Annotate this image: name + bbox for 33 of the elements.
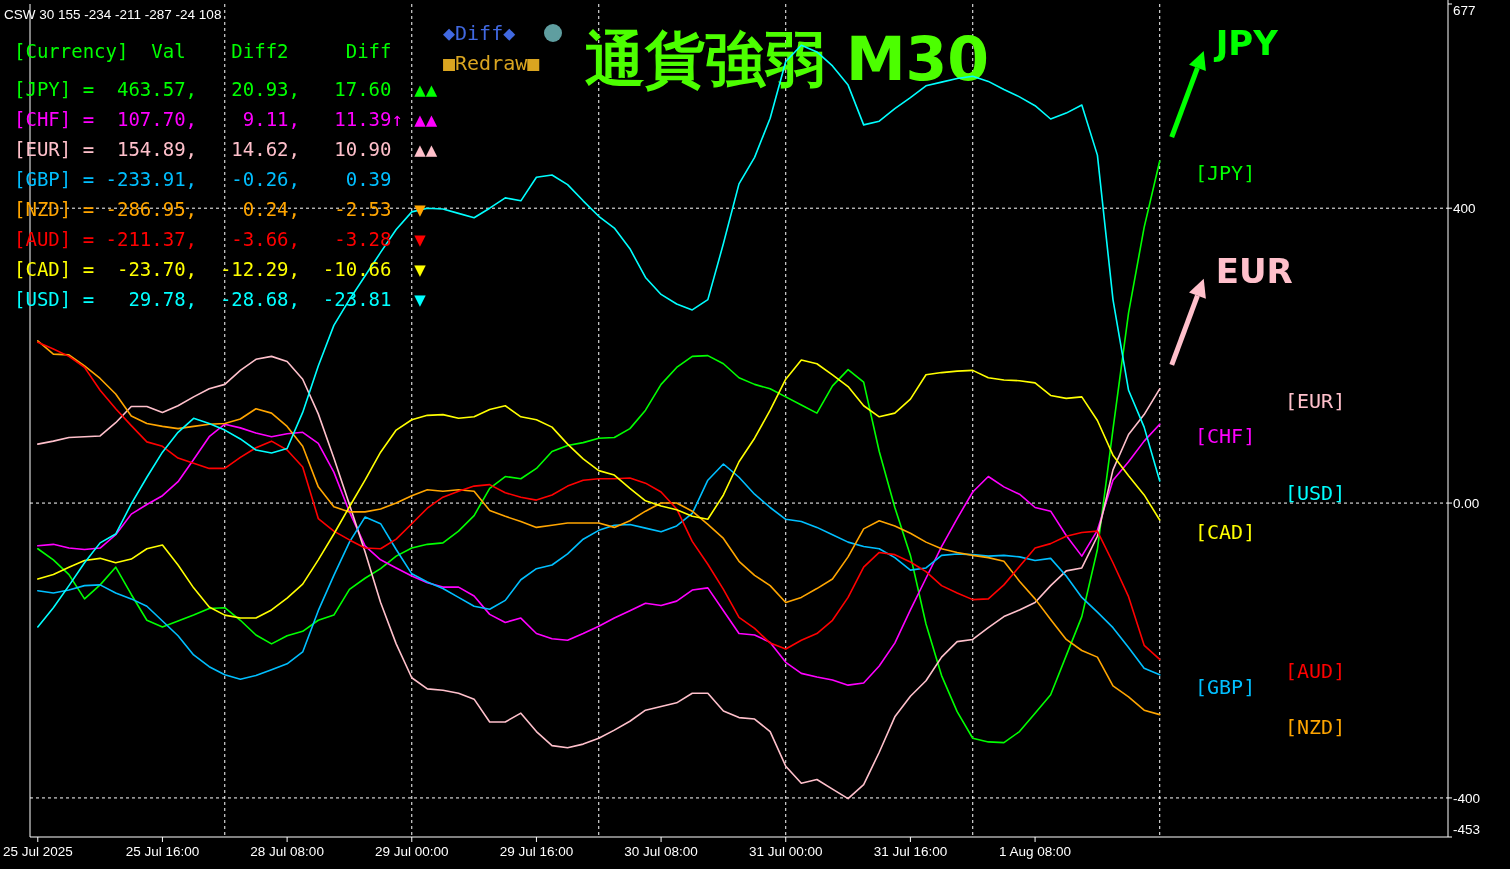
y-tick-label: 400	[1453, 201, 1476, 217]
text: [AUD]	[1285, 659, 1346, 684]
series-label: [CAD]	[1195, 520, 1256, 545]
annotation: [EUR] = 154.89, 14.62, 10.90 ▲▲	[14, 138, 438, 160]
x-tick-label: 31 Jul 16:00	[873, 844, 948, 859]
annotation: CSW 30 155 -234 -211 -287 -24 108	[4, 7, 222, 22]
x-tick-label: 31 Jul 00:00	[748, 844, 823, 859]
annotation: ◆Diff◆	[443, 21, 516, 45]
x-tick-label: 25 Jul 16:00	[125, 844, 200, 859]
y-tick-label: 0.00	[1453, 496, 1480, 512]
annotation: EUR	[1215, 250, 1293, 291]
series-label: [CHF]	[1195, 424, 1256, 449]
text: [EUR]	[1285, 388, 1346, 413]
x-tick-label: 29 Jul 16:00	[499, 844, 574, 859]
x-tick-label: 28 Jul 08:00	[250, 844, 324, 859]
annotation: [JPY] = 463.57, 20.93, 17.60 ▲▲	[14, 78, 438, 100]
annotation: [Currency] Val Diff2 Diff	[14, 40, 392, 62]
x-tick-label: 30 Jul 08:00	[624, 844, 698, 859]
y-tick-label: -453	[1453, 822, 1481, 837]
x-tick-label: 1 Aug 08:00	[999, 844, 1072, 859]
y-tick-label: -400	[1453, 790, 1481, 806]
annotation: JPY	[1213, 23, 1279, 64]
text: [USD]	[1285, 480, 1346, 505]
x-tick-label: 25 Jul 2025	[2, 844, 73, 859]
annotation: ■Redraw■	[443, 51, 540, 75]
series-label: [JPY]	[1195, 161, 1256, 186]
series-label: [GBP]	[1195, 674, 1256, 699]
annotation: [CHF] = 107.70, 9.11, 11.39↑ ▲▲	[14, 108, 438, 130]
annotation: [AUD] = -211.37, -3.66, -3.28 ▼	[14, 228, 427, 250]
y-tick-label: 677	[1453, 3, 1476, 18]
annotation: [GBP] = -233.91, -0.26, 0.39	[14, 168, 392, 190]
text: [NZD]	[1285, 714, 1346, 739]
x-tick-label: 29 Jul 00:00	[374, 844, 449, 859]
